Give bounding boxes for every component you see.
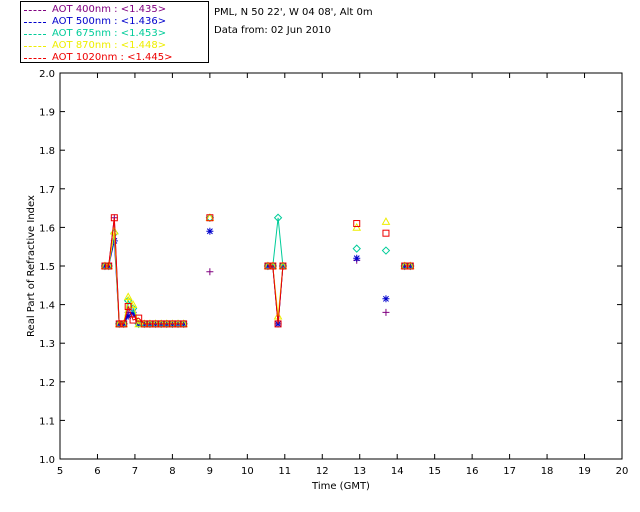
data-point-triangle bbox=[381, 217, 391, 225]
x-tick-label: 18 bbox=[541, 466, 554, 477]
x-tick-label: 9 bbox=[207, 466, 213, 477]
x-tick-label: 11 bbox=[278, 466, 291, 477]
legend-label-aot-870: AOT 870nm : <1.448> bbox=[52, 40, 167, 51]
x-tick-label: 13 bbox=[353, 466, 366, 477]
data-point-asterisk bbox=[353, 254, 361, 262]
y-tick-label: 1.6 bbox=[39, 223, 55, 234]
x-tick-label: 10 bbox=[241, 466, 254, 477]
y-tick-label: 1.4 bbox=[39, 301, 55, 312]
data-point-square bbox=[382, 229, 390, 237]
legend-label-aot-400: AOT 400nm : <1.435> bbox=[52, 4, 167, 15]
data-point-asterisk bbox=[124, 312, 132, 320]
x-axis-label: Time (GMT) bbox=[311, 481, 370, 492]
data-point-square bbox=[353, 220, 361, 228]
x-tick-label: 17 bbox=[503, 466, 516, 477]
data-point-asterisk bbox=[382, 295, 390, 303]
legend: AOT 400nm : <1.435> AOT 500nm : <1.436> … bbox=[20, 1, 209, 63]
y-tick-label: 1.8 bbox=[39, 146, 55, 157]
x-tick-label: 12 bbox=[316, 466, 329, 477]
x-tick-label: 6 bbox=[94, 466, 100, 477]
y-tick-label: 1.3 bbox=[39, 339, 55, 350]
legend-entry-aot-1020: AOT 1020nm : <1.445> bbox=[24, 52, 206, 64]
x-tick-label: 19 bbox=[578, 466, 591, 477]
legend-swatch-aot-500 bbox=[24, 22, 46, 23]
data-point-square bbox=[269, 262, 277, 270]
data-point-square bbox=[264, 262, 272, 270]
series-line-2 bbox=[267, 217, 284, 267]
legend-entry-aot-675: AOT 675nm : <1.453> bbox=[24, 28, 206, 40]
y-tick-label: 1.2 bbox=[39, 378, 55, 389]
data-point-plus bbox=[382, 308, 390, 316]
site-info: PML, N 50 22', W 04 08', Alt 0m bbox=[214, 7, 373, 18]
y-tick-label: 1.9 bbox=[39, 108, 55, 119]
y-tick-label: 1.5 bbox=[39, 262, 55, 273]
legend-label-aot-675: AOT 675nm : <1.453> bbox=[52, 28, 167, 39]
y-tick-label: 1.7 bbox=[39, 185, 55, 196]
x-tick-label: 14 bbox=[391, 466, 404, 477]
data-point-square bbox=[206, 214, 214, 222]
data-point-plus bbox=[206, 268, 214, 276]
data-point-square bbox=[406, 262, 414, 270]
date-info: Data from: 02 Jun 2010 bbox=[214, 25, 332, 36]
data-point-asterisk bbox=[279, 262, 287, 270]
x-tick-label: 7 bbox=[132, 466, 138, 477]
legend-entry-aot-500: AOT 500nm : <1.436> bbox=[24, 16, 206, 28]
data-point-asterisk bbox=[406, 262, 414, 270]
data-point-square bbox=[135, 314, 143, 322]
x-tick-label: 20 bbox=[616, 466, 629, 477]
data-point-triangle bbox=[134, 319, 144, 328]
series-line-4 bbox=[267, 265, 284, 324]
legend-entry-aot-400: AOT 400nm : <1.435> bbox=[24, 4, 206, 16]
data-point-asterisk bbox=[180, 320, 188, 328]
y-axis-label: Real Part of Refractive Index bbox=[26, 195, 37, 337]
data-point-square bbox=[180, 320, 188, 328]
legend-entry-aot-870: AOT 870nm : <1.448> bbox=[24, 40, 206, 52]
legend-swatch-aot-400 bbox=[24, 10, 46, 11]
data-point-square bbox=[101, 262, 109, 270]
data-point-square bbox=[105, 262, 113, 270]
legend-swatch-aot-1020 bbox=[24, 58, 46, 59]
data-point-diamond bbox=[381, 246, 391, 255]
legend-swatch-aot-675 bbox=[24, 34, 46, 35]
data-point-asterisk bbox=[401, 262, 409, 270]
data-point-diamond bbox=[273, 213, 283, 222]
data-point-square bbox=[274, 320, 282, 328]
y-tick-label: 2.0 bbox=[39, 69, 55, 80]
data-point-square bbox=[115, 320, 123, 328]
legend-label-aot-1020: AOT 1020nm : <1.445> bbox=[52, 52, 173, 63]
y-tick-label: 1.1 bbox=[39, 416, 55, 427]
data-point-triangle bbox=[123, 292, 133, 301]
data-point-square bbox=[120, 320, 128, 328]
legend-swatch-aot-870 bbox=[24, 46, 46, 47]
data-point-square bbox=[124, 303, 132, 311]
legend-label-aot-500: AOT 500nm : <1.436> bbox=[52, 16, 167, 27]
data-point-square bbox=[279, 262, 287, 270]
plot-frame bbox=[59, 72, 623, 460]
x-tick-label: 16 bbox=[466, 466, 479, 477]
data-point-triangle bbox=[352, 222, 362, 231]
data-point-square bbox=[110, 214, 118, 222]
data-point-asterisk bbox=[206, 227, 214, 235]
x-tick-label: 8 bbox=[169, 466, 175, 477]
x-tick-label: 5 bbox=[57, 466, 63, 477]
x-tick-label: 15 bbox=[428, 466, 441, 477]
data-point-diamond bbox=[352, 244, 361, 253]
y-tick-label: 1.0 bbox=[39, 455, 55, 466]
